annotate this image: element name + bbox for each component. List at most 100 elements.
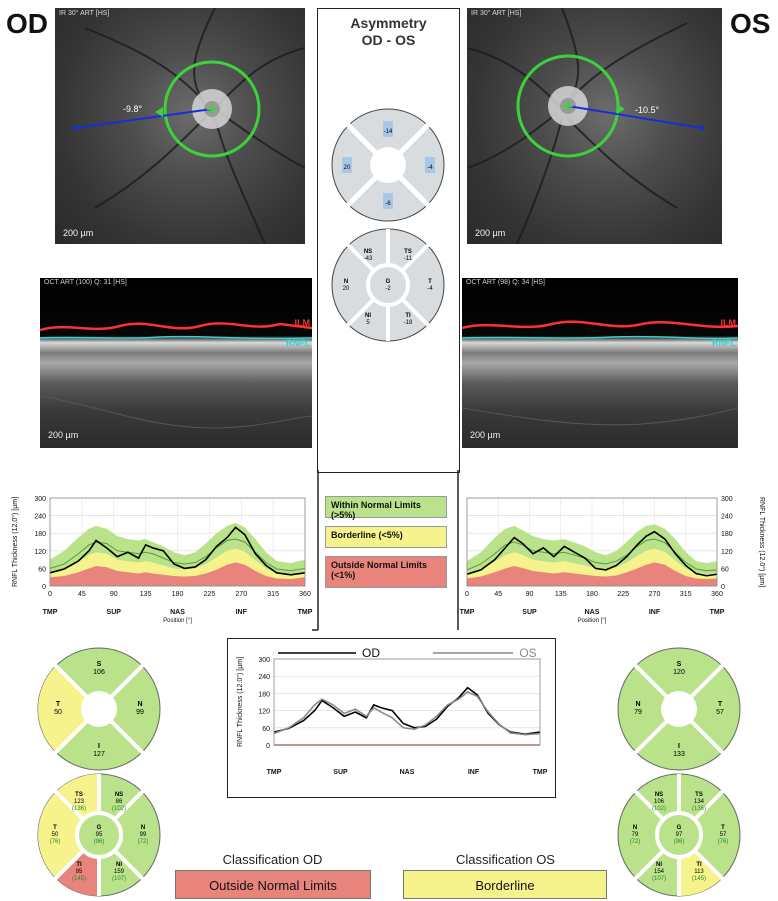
combined_profile-region-label: SUP [333,769,348,776]
os_profile-median-line [466,538,718,572]
os_profile-ytick: 240 [721,514,733,521]
od_profile-xtick: 45 [78,591,86,598]
combined_profile-region-label: INF [468,769,480,776]
svg-text:S: S [677,661,682,668]
svg-text:NI: NI [656,862,662,868]
combined_profile-plot-frame [273,658,541,746]
od_profile-xtick: 225 [204,591,216,598]
os-quadrant-circle: S 120 N 79 T 57 I 133 [617,647,741,771]
od-rnfl-label: RNFL [286,338,310,348]
svg-text:N: N [635,701,640,708]
svg-text:TS: TS [404,249,412,255]
os-quadrant-s: 120 [673,669,685,676]
os_profile-ytick: 60 [721,566,729,573]
od-sector-ts: 123 [74,799,85,805]
od_profile-ylabel: RNFL Thickness (12.0°) [µm] [11,497,19,587]
svg-text:TI: TI [696,862,702,868]
svg-text:NS: NS [364,249,372,255]
os_profile-ytick: 0 [721,584,725,591]
asym-q-s: -14 [384,129,393,135]
combined_profile-series-od [273,686,541,735]
legend-onl: Outside Normal Limits (<1%) [325,556,447,588]
asym-sector-ts: -11 [404,256,413,262]
od-fundus-scan-label: IR 30° ART [HS] [59,10,110,17]
os_profile-region-label: TMP [710,609,725,616]
od-rnfl-line [40,335,312,340]
asymmetry-title-line2: OD - OS [361,32,416,48]
svg-text:T: T [56,701,61,708]
os_profile-xtick: 180 [586,591,598,598]
od_profile-xtick: 90 [110,591,118,598]
asymmetry-sector-circle: NS -43 TS -11 N 20 G -2 T -4 NI 5 TI -18 [331,228,445,342]
combined-legend-os-label: OS [519,646,536,660]
svg-text:(96): (96) [674,839,685,845]
od-sector-n: 99 [140,832,147,838]
od-oct-scale: 200 µm [48,430,79,440]
svg-text:NS: NS [115,792,123,798]
os_profile-xtick: 270 [649,591,661,598]
os_profile-region-label: NAS [585,609,600,616]
svg-text:(76): (76) [50,839,61,845]
os-ilm-label: ILM [720,318,737,328]
os_profile-xlabel: Position [°] [578,618,607,624]
asym-sector-ni: 5 [366,320,370,326]
svg-text:(136): (136) [692,806,706,812]
od-ilm-line [40,322,312,332]
os-oct-scan-label: OCT ART (98) Q: 34 [HS] [466,279,545,286]
asym-sector-g: -2 [385,286,391,292]
os-sector-n: 79 [632,832,639,838]
os_profile-plot-frame [466,497,718,587]
os_profile-region-label: SUP [522,609,537,616]
od-sector-ns: 86 [116,799,123,805]
combined_profile-ytick: 300 [258,657,270,664]
od_profile-xlabel: Position [°] [163,618,192,624]
od_profile-xtick: 180 [172,591,184,598]
os_profile-onl-band [467,562,717,586]
svg-text:TS: TS [695,792,703,798]
os_profile-ytick: 180 [721,531,733,538]
svg-text:I: I [98,743,100,750]
svg-text:G: G [386,279,391,285]
asym-q-i: -6 [385,201,391,207]
asymmetry-title-line1: Asymmetry [350,15,427,31]
os-sector-g: 97 [676,832,683,838]
od_profile-ytick: 240 [34,514,46,521]
od_profile-series-od [49,526,306,576]
od-sector-circle: TS 123 (136) NS 86 (102) T 50 (76) G 95 … [37,773,161,897]
od-angle-label: -9.8° [123,104,143,114]
svg-text:N: N [344,279,348,285]
od-fundus-scale: 200 µm [63,228,94,238]
os-eye-label: OS [730,8,771,39]
os_profile-xtick: 135 [555,591,567,598]
asym-sector-n: 20 [343,286,350,292]
os_profile-region-label: INF [649,609,661,616]
od_profile-region-label: INF [236,609,248,616]
os-fundus-scale: 200 µm [475,228,506,238]
combined-rnfl-chart: 0 60 120 180 240 300 TMP SUP NAS INF TMP RNFL Thick… [236,646,548,776]
od-ilm-label: ILM [294,318,311,328]
svg-text:(102): (102) [652,806,666,812]
od_profile-onl-band [50,562,305,586]
os-sector-ts: 134 [694,799,705,805]
svg-text:(72): (72) [138,839,149,845]
combined_profile-region-label: NAS [400,769,415,776]
od-oct-scan-label: OCT ART (100) Q: 31 [HS] [44,279,127,286]
od-sector-t-fill [38,791,99,879]
svg-text:NI: NI [116,862,122,868]
od_profile-region-label: SUP [107,609,122,616]
asymmetry-quadrant-circle: -14 20 -4 -6 [331,108,445,222]
os_profile-xtick: 225 [617,591,629,598]
legend-wnl: Within Normal Limits (>5%) [325,496,447,520]
asym-sector-ti: -18 [404,320,413,326]
os_profile-xtick: 0 [465,591,469,598]
svg-text:N: N [633,825,637,831]
os_profile-xtick: 90 [526,591,534,598]
os-sector-circle: NS 106 (102) TS 134 (136) N 79 (72) G 97… [617,773,741,897]
od-quadrant-t-fill [38,665,99,753]
svg-text:TS: TS [75,792,83,798]
combined-legend-od-label: OD [362,646,380,660]
legend-borderline: Borderline (<5%) [325,526,447,548]
svg-text:(107): (107) [652,876,666,882]
os_profile-xtick: 360 [711,591,723,598]
os-oct-scale: 200 µm [470,430,501,440]
